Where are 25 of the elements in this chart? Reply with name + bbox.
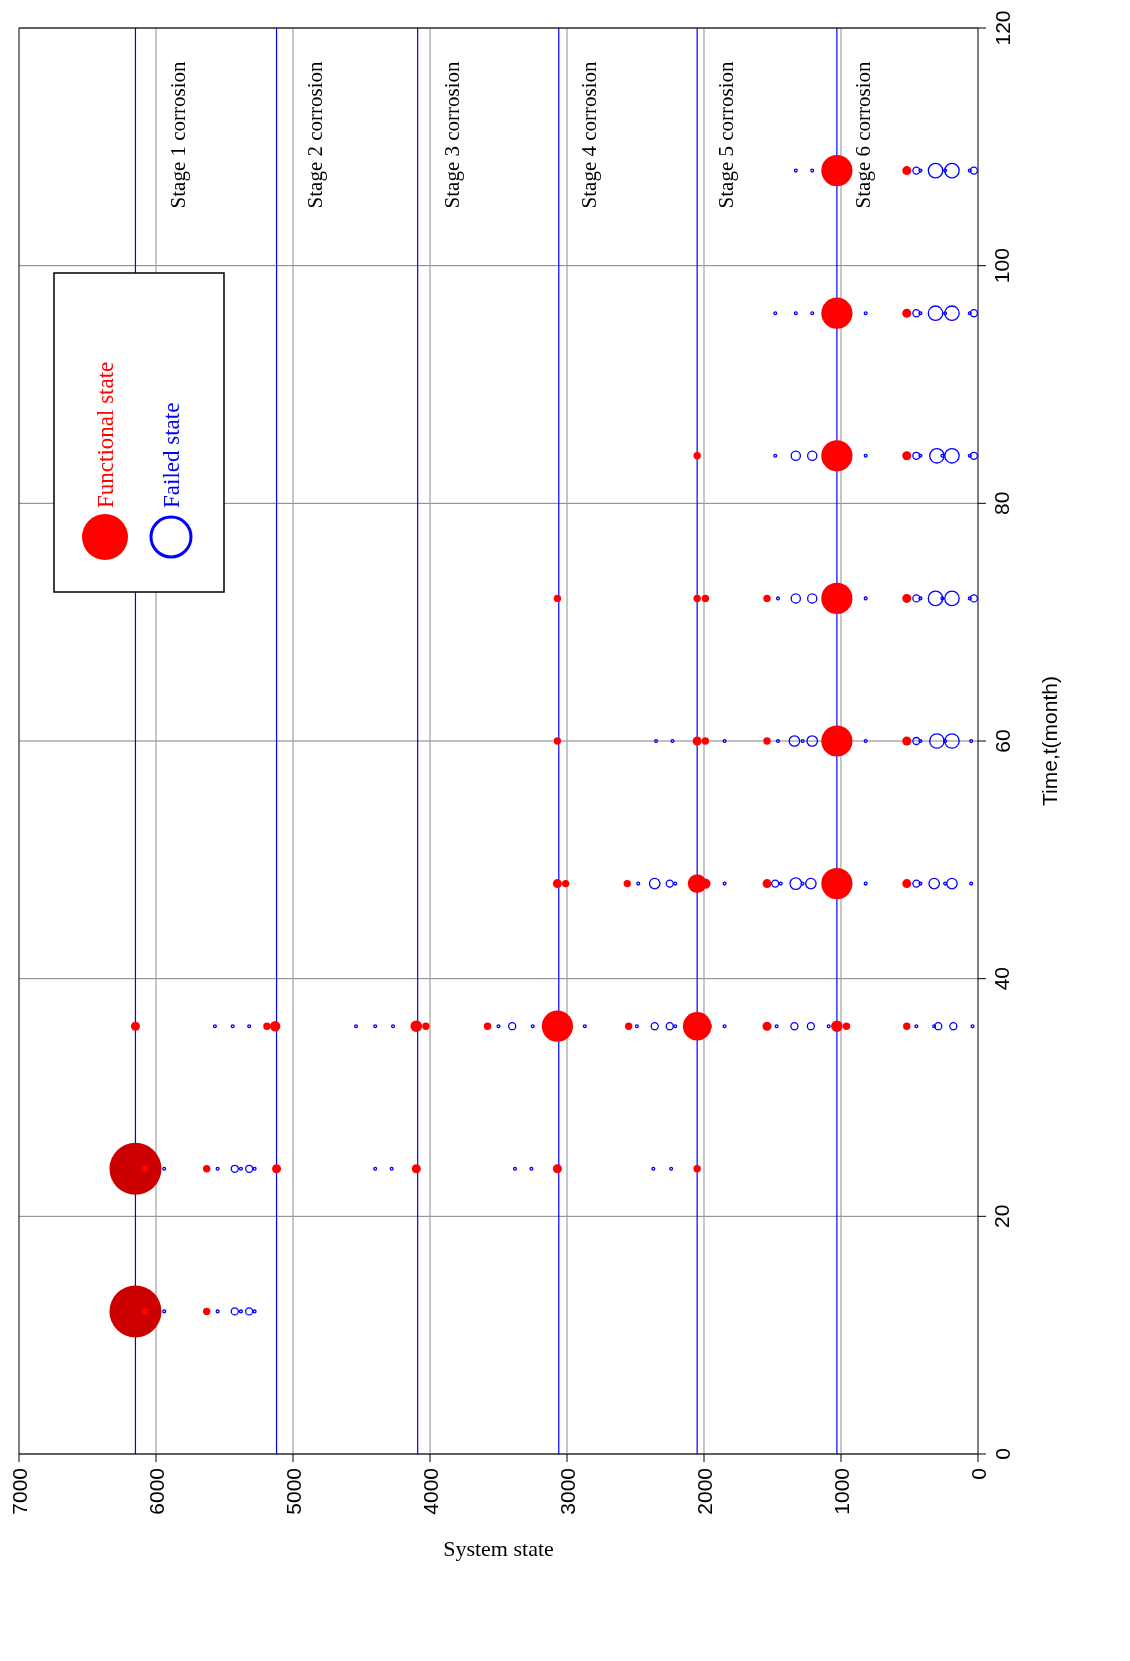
ref-line-label: Stage 1 corrosion — [166, 60, 190, 209]
y-tick-label: 80 — [990, 491, 1014, 516]
ref-line-label: Stage 4 corrosion — [577, 60, 601, 209]
y-tick-label: 40 — [990, 966, 1014, 991]
y-tick-label: 0 — [990, 1448, 1014, 1460]
ref-line-label: Stage 2 corrosion — [303, 60, 327, 209]
x-tick-label: 7000 — [7, 1468, 31, 1515]
text: Functional state — [92, 361, 118, 508]
x-tick-label: 0 — [966, 1468, 990, 1480]
y-tick-label: 100 — [990, 248, 1014, 284]
x-tick-label: 2000 — [692, 1468, 716, 1515]
x-tick-label: 4000 — [418, 1468, 442, 1515]
x-tick-label: 6000 — [144, 1468, 168, 1515]
x-tick-label: 5000 — [281, 1468, 305, 1515]
x-tick-label: 1000 — [829, 1468, 853, 1515]
ref-line-label: Stage 5 corrosion — [714, 60, 738, 209]
text: Failed state — [158, 402, 184, 508]
y-tick-label: 60 — [990, 729, 1014, 753]
ref-line-label: Stage 6 corrosion — [851, 60, 875, 209]
y-tick-label: 120 — [990, 10, 1014, 46]
y-axis-title: Time,t(month) — [1038, 676, 1062, 806]
x-tick-label: 3000 — [555, 1468, 579, 1515]
ref-line-label: Stage 3 corrosion — [440, 60, 464, 209]
y-tick-label: 20 — [990, 1204, 1014, 1229]
x-axis-title: System state — [443, 1536, 554, 1561]
